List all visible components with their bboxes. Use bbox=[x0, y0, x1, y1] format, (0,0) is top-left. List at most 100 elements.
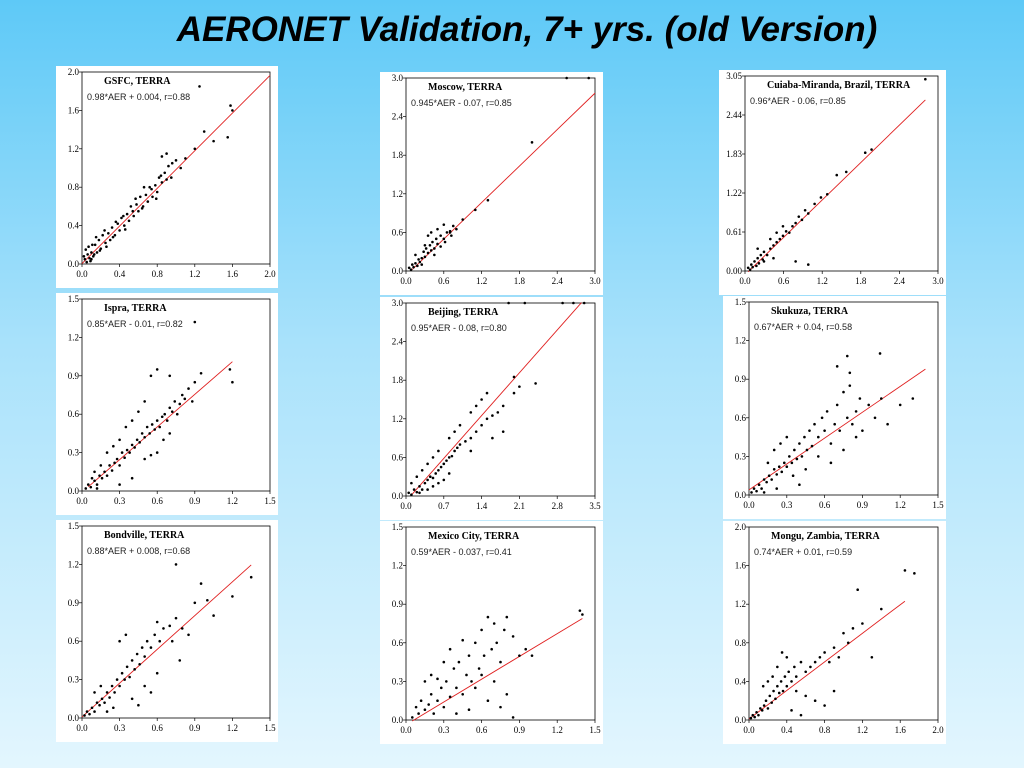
y-tick-label: 0.9 bbox=[735, 374, 747, 384]
data-point bbox=[179, 166, 182, 170]
data-point bbox=[193, 320, 197, 324]
data-point bbox=[762, 704, 766, 707]
data-point bbox=[785, 684, 789, 688]
x-tick-label: 0.7 bbox=[438, 501, 450, 511]
data-point bbox=[530, 141, 534, 144]
data-point bbox=[105, 474, 109, 477]
data-point bbox=[835, 365, 839, 368]
data-point bbox=[455, 686, 458, 690]
data-point bbox=[149, 453, 153, 457]
data-point bbox=[187, 633, 190, 637]
data-point bbox=[142, 185, 146, 189]
panel-title: Ispra, TERRA bbox=[104, 303, 167, 314]
y-tick-label: 0.9 bbox=[68, 371, 80, 381]
x-tick-label: 0.0 bbox=[76, 269, 88, 279]
data-point bbox=[445, 231, 449, 234]
x-tick-label: 1.2 bbox=[476, 276, 487, 286]
data-point bbox=[455, 227, 458, 231]
x-tick-label: 0.6 bbox=[152, 496, 164, 506]
data-point bbox=[170, 410, 174, 413]
data-point bbox=[130, 659, 134, 662]
data-point bbox=[143, 684, 146, 688]
x-tick-label: 0.3 bbox=[114, 496, 126, 506]
data-point bbox=[162, 627, 165, 630]
data-point bbox=[480, 673, 483, 677]
y-tick-label: 0.6 bbox=[392, 452, 404, 462]
data-point bbox=[439, 245, 442, 248]
data-point bbox=[770, 701, 773, 704]
data-point bbox=[806, 212, 810, 215]
data-point bbox=[130, 697, 134, 701]
data-point bbox=[414, 261, 417, 265]
data-point bbox=[168, 406, 172, 410]
data-point bbox=[778, 237, 782, 241]
data-point bbox=[228, 368, 232, 371]
data-point bbox=[924, 77, 927, 81]
data-point bbox=[870, 655, 874, 659]
data-point bbox=[168, 432, 172, 435]
y-tick-label: 1.6 bbox=[68, 105, 80, 115]
data-point bbox=[512, 391, 516, 395]
data-point bbox=[861, 622, 864, 625]
plot-frame bbox=[748, 301, 939, 496]
data-point bbox=[791, 224, 794, 228]
data-point bbox=[231, 109, 234, 112]
data-point bbox=[898, 403, 902, 407]
data-point bbox=[858, 397, 862, 400]
data-point bbox=[766, 680, 770, 683]
scatter-plot: 0.0 0.3 0.6 0.9 1.2 1.5 0.0 0.3 0.6 0.9 1.2 1.5 Mexi… bbox=[392, 522, 601, 735]
data-point bbox=[92, 253, 96, 256]
data-point bbox=[144, 193, 148, 197]
data-point bbox=[82, 255, 86, 258]
y-tick-label: 0.6 bbox=[68, 636, 80, 646]
scatter-panel: 0.0 0.4 0.8 1.2 1.6 2.0 0.0 0.4 0.8 1.2 1.6 2.0 Mong… bbox=[723, 521, 946, 744]
data-point bbox=[137, 410, 140, 413]
data-point bbox=[450, 234, 453, 237]
data-point bbox=[775, 240, 778, 244]
data-point bbox=[184, 157, 187, 160]
data-point bbox=[105, 710, 109, 713]
data-point bbox=[138, 662, 141, 666]
data-point bbox=[880, 397, 883, 400]
y-tick-label: 1.83 bbox=[726, 149, 742, 159]
plot-frame bbox=[748, 526, 939, 721]
x-tick-label: 0.9 bbox=[189, 723, 201, 733]
x-tick-label: 1.5 bbox=[264, 496, 276, 506]
scatter-plot: 0.0 0.6 1.2 1.8 2.4 3.0 0.0 0.6 1.2 1.8 2.4 3.0 Mosc… bbox=[392, 73, 601, 286]
data-point bbox=[467, 654, 471, 657]
data-point bbox=[140, 646, 144, 649]
scatter-plot: 0.0 0.4 0.8 1.2 1.6 2.0 0.0 0.4 0.8 1.2 1.6 2.0 Mong… bbox=[735, 522, 944, 735]
data-point bbox=[757, 713, 760, 717]
data-point bbox=[762, 491, 766, 494]
data-point bbox=[105, 245, 108, 249]
data-point bbox=[776, 684, 779, 688]
data-point bbox=[133, 668, 136, 671]
data-point bbox=[485, 417, 489, 421]
data-point bbox=[198, 85, 201, 88]
data-point bbox=[848, 384, 852, 387]
data-point bbox=[752, 487, 756, 490]
data-point bbox=[124, 633, 128, 637]
data-point bbox=[429, 249, 433, 252]
data-point bbox=[835, 173, 839, 177]
data-point bbox=[442, 223, 446, 226]
data-point bbox=[794, 221, 797, 225]
data-point bbox=[787, 231, 791, 234]
data-point bbox=[412, 265, 415, 269]
data-point bbox=[775, 473, 779, 476]
x-tick-label: 0.6 bbox=[438, 276, 450, 286]
data-point bbox=[561, 301, 564, 305]
fit-line bbox=[411, 302, 582, 496]
data-point bbox=[229, 104, 232, 107]
data-point bbox=[474, 404, 478, 408]
data-point bbox=[799, 660, 803, 664]
data-point bbox=[439, 465, 443, 469]
data-point bbox=[112, 706, 115, 710]
y-tick-label: 2.4 bbox=[392, 112, 404, 122]
page-title: AERONET Validation, 7+ yrs. (old Version… bbox=[176, 10, 878, 49]
scatter-panel: 0.0 0.6 1.2 1.8 2.4 3.0 0.00 0.61 1.22 1.83 2.44 3.… bbox=[719, 70, 946, 295]
data-point bbox=[461, 692, 464, 696]
y-tick-label: 1.2 bbox=[735, 336, 746, 346]
y-tick-label: 0.3 bbox=[68, 448, 80, 458]
y-tick-label: 0.3 bbox=[735, 451, 747, 461]
